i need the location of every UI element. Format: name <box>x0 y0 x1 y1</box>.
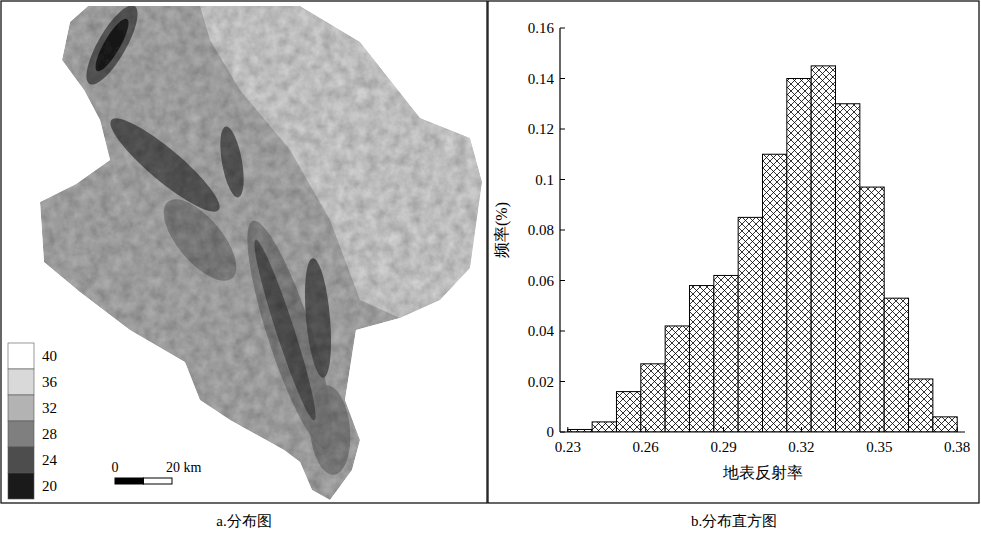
map-ridge <box>301 257 335 379</box>
y-tick-label: 0.12 <box>528 121 554 137</box>
legend-label: 32 <box>42 400 57 416</box>
x-axis <box>560 431 965 432</box>
legend-swatch <box>8 447 34 473</box>
y-tick <box>560 78 565 79</box>
x-tick-label: 0.29 <box>710 439 736 455</box>
y-tick-label: 0.06 <box>528 273 555 289</box>
map-ridge <box>101 108 229 223</box>
histogram-bar <box>689 286 713 432</box>
y-tick <box>560 432 565 433</box>
y-tick-label: 0.1 <box>535 172 554 188</box>
map-mid-area <box>44 185 260 420</box>
map-light-area <box>200 6 482 318</box>
x-tick <box>879 427 880 432</box>
x-tick-label: 0.35 <box>866 439 892 455</box>
histogram-bar <box>714 275 738 432</box>
scale-bar <box>115 478 144 484</box>
bars <box>568 66 957 432</box>
panel-frame <box>488 1 979 503</box>
histogram-bar <box>909 379 933 432</box>
x-tick <box>567 427 568 432</box>
x-tick-label: 0.26 <box>633 439 660 455</box>
scale-label: 0 <box>112 460 119 475</box>
histogram-bar <box>592 422 616 432</box>
histogram-bar <box>641 364 665 432</box>
histogram-bar <box>738 217 762 432</box>
legend-label: 36 <box>42 374 58 390</box>
legend-label: 28 <box>42 426 57 442</box>
legend-label: 24 <box>42 452 58 468</box>
legend-swatch <box>8 421 34 447</box>
scale-bar <box>144 478 173 484</box>
x-tick <box>801 427 802 432</box>
y-tick-label: 0 <box>547 424 555 440</box>
x-tick-label: 0.38 <box>944 439 970 455</box>
panel-caption: a.分布图 <box>216 513 271 529</box>
legend-label: 40 <box>42 348 57 364</box>
legend-label: 20 <box>42 478 57 494</box>
y-tick-label: 0.14 <box>528 71 555 87</box>
y-axis-title: 频率(%) <box>493 202 511 258</box>
legend-swatch <box>8 473 34 499</box>
x-tick-label: 0.32 <box>788 439 814 455</box>
map-region <box>40 6 482 500</box>
x-tick <box>723 427 724 432</box>
map-ridge <box>247 237 323 423</box>
scale-label: 20 km <box>166 460 202 475</box>
histogram-bar <box>665 326 689 432</box>
legend-swatch <box>8 395 34 421</box>
panel-frame <box>1 1 487 503</box>
histogram-bar <box>811 66 835 432</box>
y-tick-label: 0.16 <box>528 20 555 36</box>
histogram-bar <box>787 79 811 433</box>
x-tick <box>645 427 646 432</box>
histogram-bar <box>763 154 787 432</box>
y-tick-label: 0.02 <box>528 374 554 390</box>
map-ridge <box>306 383 354 476</box>
y-tick <box>560 28 565 29</box>
x-tick <box>957 427 958 432</box>
x-axis-title: 地表反射率 <box>722 464 803 481</box>
y-tick <box>560 280 565 281</box>
y-tick <box>560 230 565 231</box>
map-ridge <box>90 15 134 75</box>
map-ridge <box>216 125 248 199</box>
map-ridge <box>151 188 249 293</box>
histogram-bar <box>933 417 957 432</box>
y-tick <box>560 381 565 382</box>
map <box>40 0 482 500</box>
y-tick-label: 0.08 <box>528 222 554 238</box>
legend-swatch <box>8 343 34 369</box>
map-ridge <box>77 0 146 91</box>
y-tick <box>560 331 565 332</box>
histogram-bar <box>860 187 884 432</box>
histogram-bar <box>836 104 860 432</box>
legend-swatch <box>8 369 34 395</box>
histogram-bar <box>884 298 908 432</box>
panel-caption: b.分布直方图 <box>691 513 777 529</box>
y-tick <box>560 129 565 130</box>
y-tick-label: 0.04 <box>528 323 555 339</box>
histogram-bar <box>616 392 640 432</box>
y-tick <box>560 179 565 180</box>
x-tick-label: 0.23 <box>555 439 581 455</box>
